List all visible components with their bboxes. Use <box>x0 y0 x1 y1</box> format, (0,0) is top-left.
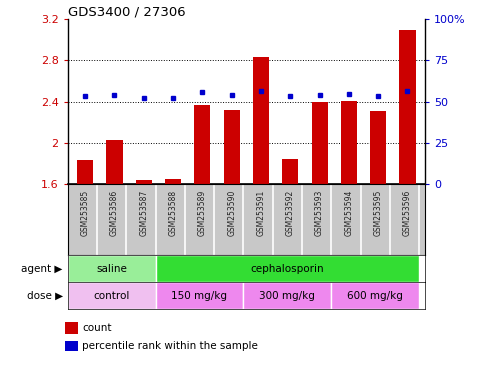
Bar <box>68 255 156 282</box>
Text: GDS3400 / 27306: GDS3400 / 27306 <box>68 5 185 18</box>
Text: GSM253588: GSM253588 <box>169 190 178 236</box>
Bar <box>156 282 243 309</box>
Bar <box>136 180 152 184</box>
Text: GSM253591: GSM253591 <box>256 190 266 236</box>
Text: GSM253593: GSM253593 <box>315 190 324 237</box>
Text: GSM253590: GSM253590 <box>227 190 236 237</box>
Text: GSM253589: GSM253589 <box>198 190 207 236</box>
Bar <box>156 255 419 282</box>
Bar <box>194 105 211 184</box>
Text: 150 mg/kg: 150 mg/kg <box>171 291 227 301</box>
Bar <box>370 111 386 184</box>
Text: GSM253585: GSM253585 <box>81 190 90 236</box>
Text: GSM253586: GSM253586 <box>110 190 119 236</box>
Bar <box>399 30 415 184</box>
Bar <box>224 110 240 184</box>
Bar <box>106 140 123 184</box>
Text: GSM253587: GSM253587 <box>139 190 148 236</box>
Bar <box>66 322 78 334</box>
Text: GSM253592: GSM253592 <box>286 190 295 236</box>
Text: GSM253595: GSM253595 <box>374 190 383 237</box>
Bar <box>331 282 419 309</box>
Bar <box>77 160 93 184</box>
Text: control: control <box>93 291 130 301</box>
Text: saline: saline <box>96 264 127 274</box>
Bar <box>341 101 357 184</box>
Text: agent ▶: agent ▶ <box>21 264 63 274</box>
Text: 600 mg/kg: 600 mg/kg <box>347 291 403 301</box>
Bar <box>68 282 156 309</box>
Bar <box>282 159 298 184</box>
Text: dose ▶: dose ▶ <box>27 291 63 301</box>
Bar <box>66 341 78 351</box>
Bar <box>253 57 269 184</box>
Bar <box>243 282 331 309</box>
Text: cephalosporin: cephalosporin <box>251 264 324 274</box>
Bar <box>165 179 181 184</box>
Text: GSM253594: GSM253594 <box>344 190 354 237</box>
Text: 300 mg/kg: 300 mg/kg <box>259 291 315 301</box>
Text: percentile rank within the sample: percentile rank within the sample <box>83 341 258 351</box>
Text: count: count <box>83 323 112 333</box>
Bar <box>312 102 327 184</box>
Text: GSM253596: GSM253596 <box>403 190 412 237</box>
